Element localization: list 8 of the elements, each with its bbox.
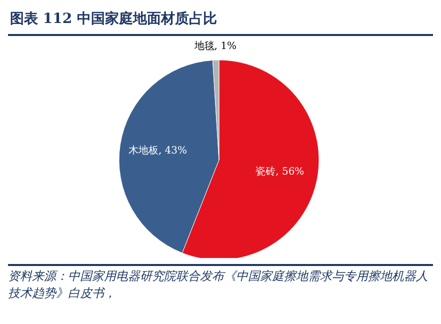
slice-label: 地毯 — [193, 40, 214, 52]
data-label: , 56% — [276, 166, 304, 178]
data-label: , 43% — [158, 144, 188, 156]
slice-label: 木地板 — [128, 144, 158, 156]
data-label: , 1% — [214, 40, 237, 52]
chart-title: 图表 112 中国家庭地面材质占比 — [9, 10, 218, 29]
slice-label: 瓷砖 — [256, 165, 276, 178]
text: 资料来源：中国家用电器研究院联合发布《中国家庭擦地需求与专用擦地机器人技术趋势》白皮书， — [8, 268, 429, 302]
